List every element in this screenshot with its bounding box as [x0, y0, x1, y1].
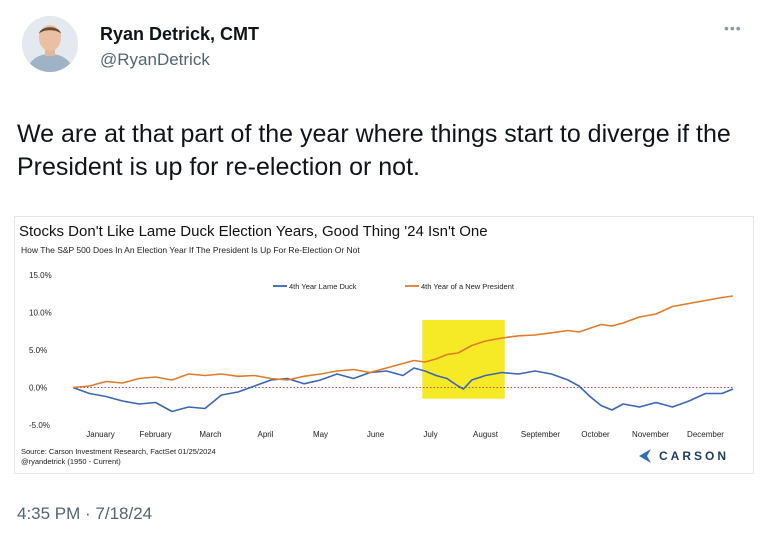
chart-source: Source: Carson Investment Research, Fact…: [21, 447, 216, 467]
x-tick-label: August: [473, 430, 499, 439]
y-tick-label: -5.0%: [29, 421, 50, 430]
x-tick-label: December: [687, 430, 724, 439]
x-tick-label: February: [139, 430, 171, 439]
tweet-text: We are at that part of the year where th…: [17, 120, 731, 181]
carson-chevron-icon: [639, 449, 651, 463]
tweet-timestamp[interactable]: 4:35 PM · 7/18/24: [17, 504, 153, 523]
ellipsis-icon: •••: [724, 20, 742, 36]
source-line: Source: Carson Investment Research, Fact…: [21, 447, 216, 456]
chart-image[interactable]: Stocks Don't Like Lame Duck Election Yea…: [14, 216, 754, 474]
legend-label: 4th Year of a New President: [421, 282, 515, 291]
x-tick-label: May: [313, 430, 328, 439]
series-line: [72, 295, 734, 389]
author-name[interactable]: Ryan Detrick, CMT: [100, 24, 260, 44]
y-tick-label: 0.0%: [29, 384, 47, 393]
x-tick-label: April: [257, 430, 273, 439]
chart-subtitle: How The S&P 500 Does In An Election Year…: [21, 245, 360, 255]
legend-label: 4th Year Lame Duck: [289, 282, 357, 291]
x-tick-label: October: [581, 430, 610, 439]
avatar[interactable]: [22, 16, 78, 72]
line-chart: 15.0% 10.0% 5.0% 0.0% -5.0% January February M…: [29, 271, 734, 439]
series-line: [72, 367, 734, 413]
more-options-button[interactable]: •••: [724, 20, 742, 36]
y-tick-label: 15.0%: [29, 271, 52, 280]
x-tick-label: March: [199, 430, 221, 439]
x-tick-label: July: [423, 430, 437, 439]
profile-photo: [22, 16, 78, 72]
chart-title: Stocks Don't Like Lame Duck Election Yea…: [19, 223, 488, 240]
x-tick-label: November: [632, 430, 669, 439]
author-handle[interactable]: @RyanDetrick: [100, 50, 210, 69]
y-tick-label: 5.0%: [29, 346, 47, 355]
carson-logo: CARSON: [637, 449, 729, 463]
x-tick-label: September: [521, 430, 560, 439]
x-tick-label: January: [86, 430, 114, 439]
x-tick-label: June: [367, 430, 385, 439]
source-line: @ryandetrick (1950 - Current): [21, 457, 121, 466]
brand-name: CARSON: [659, 449, 730, 463]
y-tick-label: 10.0%: [29, 309, 52, 318]
